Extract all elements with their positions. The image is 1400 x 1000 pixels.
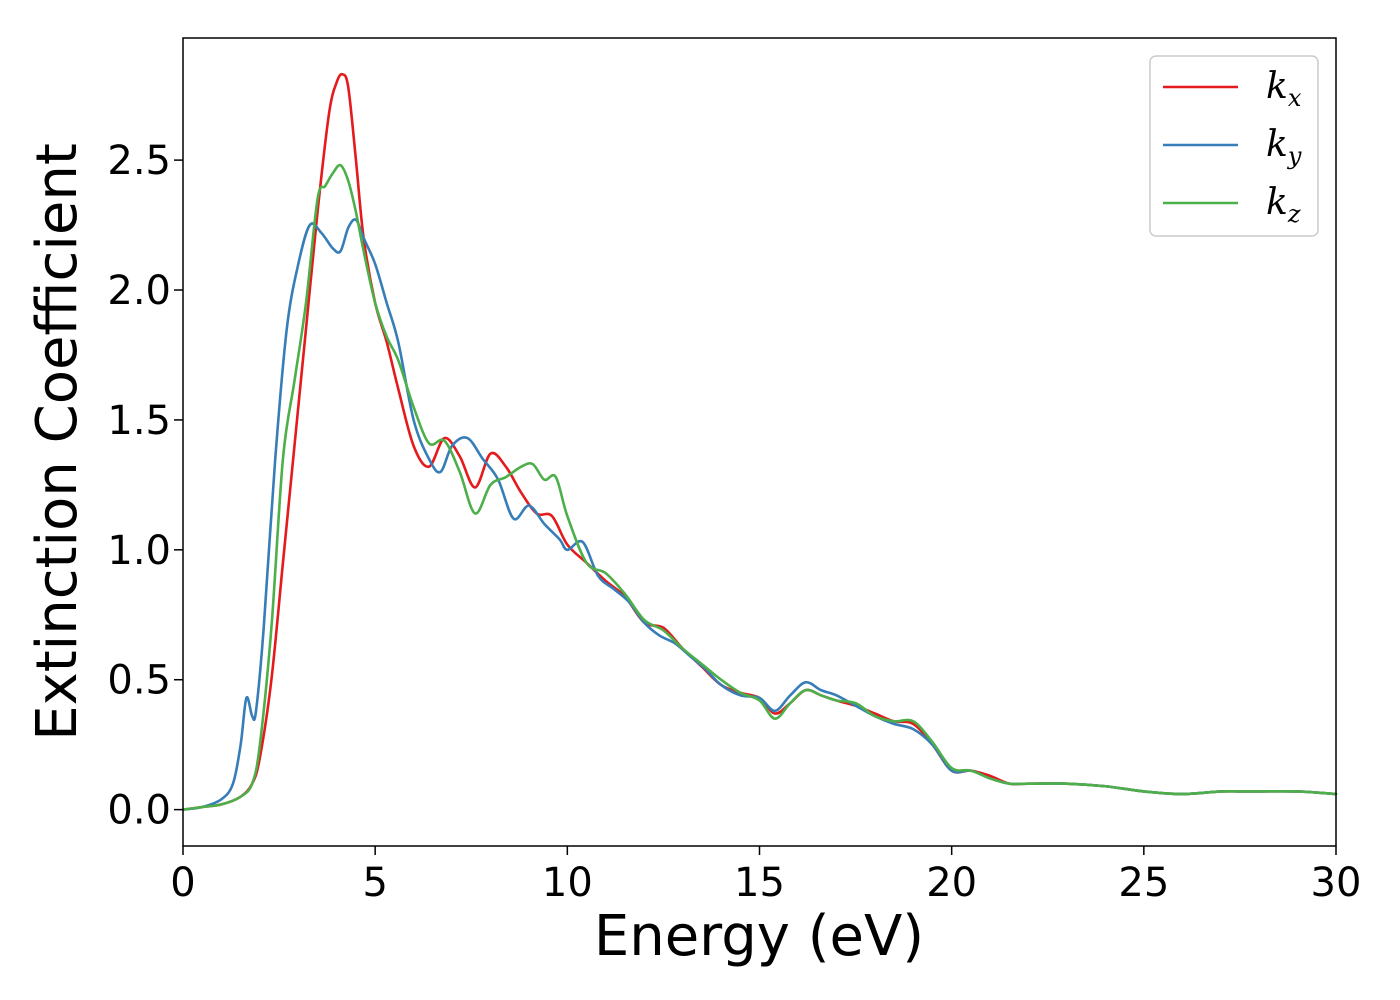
x-tick-label: 10	[542, 860, 593, 906]
series-line-kz	[181, 163, 1338, 811]
y-axis-label: Extinction Coefficient	[25, 143, 90, 741]
plot-area-background	[183, 38, 1336, 846]
x-tick-label: 30	[1311, 860, 1362, 906]
x-tick-label: 5	[362, 860, 387, 906]
y-tick-label: 2.5	[107, 138, 171, 184]
series-lines	[181, 72, 1338, 811]
y-tick-label: 0.0	[107, 788, 171, 834]
y-tick-label: 2.0	[107, 268, 171, 314]
legend-label-kz: kz	[1266, 182, 1301, 228]
x-tick-label: 0	[170, 860, 195, 906]
y-tick-label: 1.5	[107, 398, 171, 444]
legend-label-kx: kx	[1266, 66, 1302, 112]
x-tick-label: 20	[926, 860, 977, 906]
x-tick-label: 15	[734, 860, 785, 906]
y-tick-label: 1.0	[107, 528, 171, 574]
x-tick-label: 25	[1118, 860, 1169, 906]
legend: kx ky kz	[1149, 55, 1319, 237]
y-tick-label: 0.5	[107, 658, 171, 704]
x-axis-label: Energy (eV)	[594, 904, 924, 969]
y-axis: 0.0 0.5 1.0 1.5 2.0 2.5	[107, 138, 183, 834]
legend-label-ky: ky	[1266, 124, 1302, 170]
x-axis: 0 5 10 15 20 25 30	[170, 846, 1361, 906]
